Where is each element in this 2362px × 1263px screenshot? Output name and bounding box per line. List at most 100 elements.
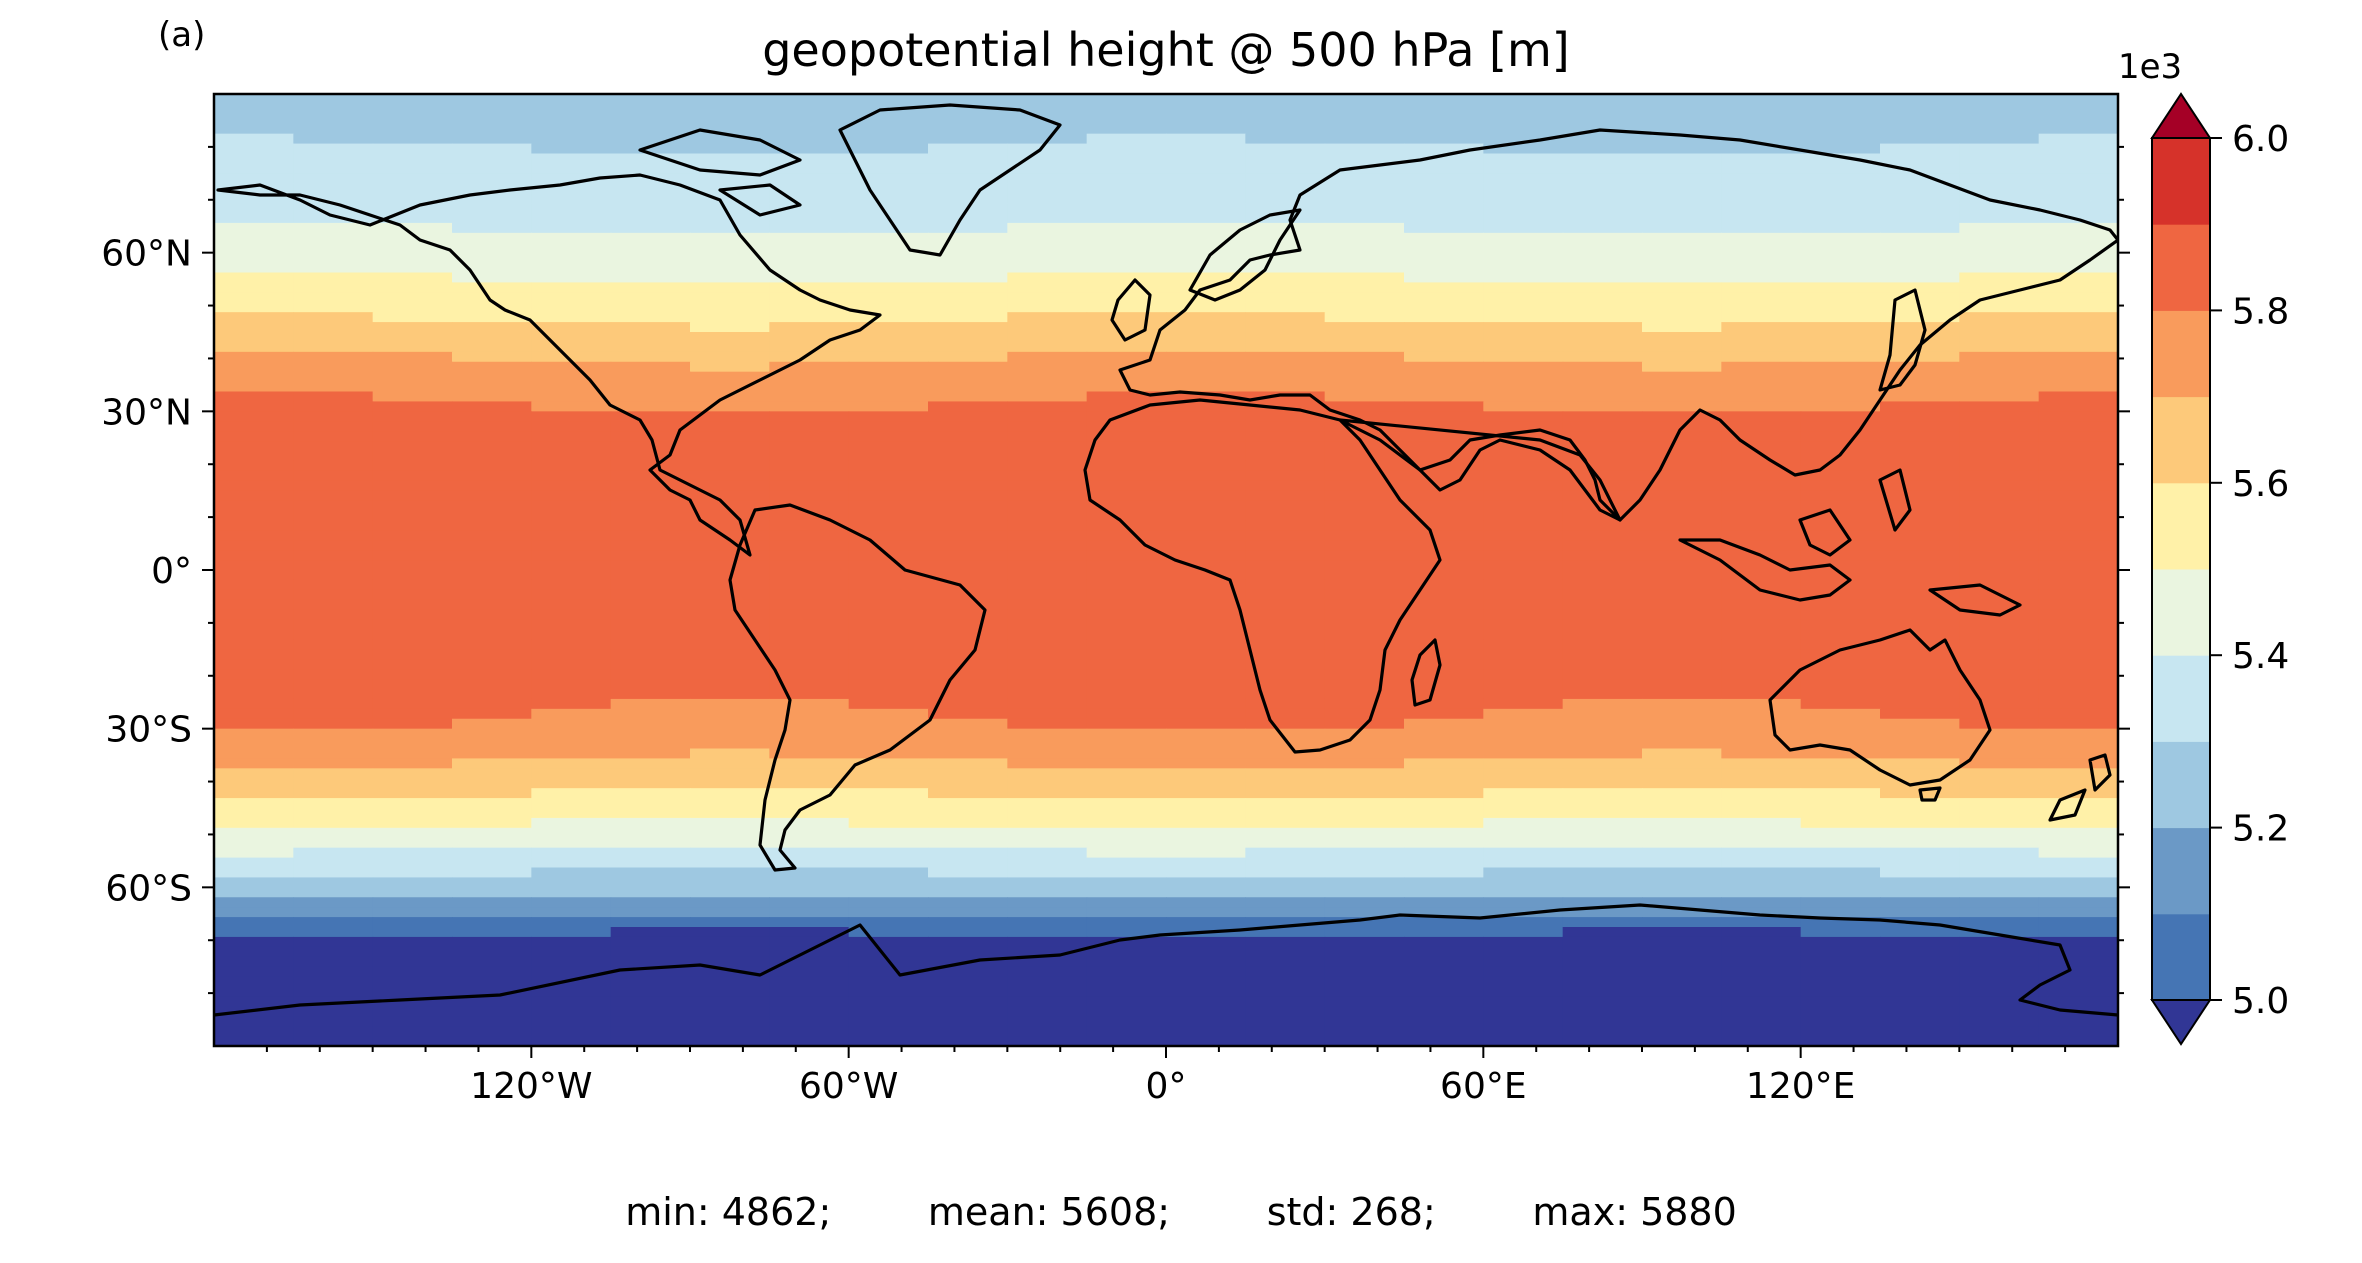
field-cell	[1086, 649, 1167, 660]
field-cell	[1007, 341, 1088, 353]
field-cell	[372, 669, 453, 680]
coastline-japan	[1878, 288, 1927, 392]
field-cell	[531, 94, 612, 105]
field-cell	[690, 589, 770, 601]
field-cell	[1483, 332, 1564, 343]
field-cell	[769, 173, 850, 184]
field-cell	[769, 520, 850, 531]
field-cell	[214, 520, 294, 531]
field-cell	[2038, 907, 2118, 918]
field-cell	[1007, 252, 1088, 264]
field-cell	[372, 956, 453, 968]
field-cell	[1245, 252, 1326, 264]
field-cell	[848, 579, 929, 591]
field-cell	[293, 768, 374, 779]
field-cell	[690, 550, 770, 561]
field-cell	[1800, 262, 1881, 274]
field-cell	[372, 272, 453, 284]
field-cell	[452, 530, 532, 541]
field-cell	[1959, 827, 2040, 839]
field-cell	[1007, 302, 1088, 313]
field-cell	[690, 361, 770, 373]
field-cell	[690, 708, 770, 720]
field-cell	[1007, 361, 1088, 373]
field-cell	[848, 649, 929, 660]
field-cell	[293, 698, 374, 710]
field-cell	[1800, 837, 1881, 849]
field-cell	[1166, 242, 1246, 254]
field-cell	[293, 173, 374, 184]
field-cell	[531, 837, 612, 849]
field-cell	[1800, 986, 1881, 998]
field-cell	[1007, 927, 1088, 938]
field-cell	[769, 341, 850, 353]
field-cell	[690, 748, 770, 760]
field-cell	[1404, 560, 1484, 571]
field-cell	[1007, 381, 1088, 393]
field-cell	[531, 371, 612, 383]
colorbar-swatch	[2152, 396, 2210, 484]
field-cell	[2038, 252, 2118, 264]
field-cell	[1562, 1036, 1643, 1046]
field-cell	[1404, 391, 1484, 403]
field-cell	[1642, 351, 1722, 363]
field-cell	[1721, 837, 1802, 849]
field-cell	[1721, 768, 1802, 779]
field-cell	[928, 282, 1008, 293]
field-cell	[610, 619, 691, 631]
field-cell	[1166, 510, 1246, 522]
field-cell	[214, 718, 294, 730]
field-cell	[1642, 768, 1722, 779]
field-cell	[1324, 272, 1405, 284]
field-cell	[690, 460, 770, 472]
field-cell	[1483, 986, 1564, 998]
field-cell	[1086, 302, 1167, 313]
field-cell	[1880, 589, 1960, 601]
field-cell	[452, 1026, 532, 1037]
field-cell	[1324, 203, 1405, 214]
field-cell	[1404, 738, 1484, 750]
field-cell	[1721, 242, 1802, 254]
field-cell	[531, 946, 612, 958]
field-cell	[1562, 411, 1643, 422]
field-cell	[1959, 143, 2040, 155]
field-cell	[1404, 639, 1484, 650]
field-cell	[610, 401, 691, 412]
field-cell	[1880, 530, 1960, 541]
field-cell	[1721, 441, 1802, 452]
field-cell	[848, 966, 929, 978]
field-cell	[1721, 123, 1802, 135]
field-cell	[214, 222, 294, 234]
field-cell	[214, 986, 294, 998]
field-cell	[1959, 877, 2040, 888]
field-cell	[1483, 669, 1564, 680]
field-cell	[1166, 173, 1246, 184]
field-cell	[1642, 679, 1722, 690]
field-cell	[769, 232, 850, 244]
field-cell	[1562, 173, 1643, 184]
field-cell	[610, 847, 691, 859]
field-cell	[690, 520, 770, 531]
field-cell	[769, 579, 850, 591]
field-cell	[293, 599, 374, 611]
field-cell	[1959, 163, 2040, 174]
field-cell	[214, 1026, 294, 1037]
field-cell	[1800, 143, 1881, 155]
field-cell	[293, 441, 374, 452]
field-cell	[1959, 510, 2040, 522]
field-cell	[1642, 431, 1722, 442]
field-cell	[928, 252, 1008, 264]
field-cell	[372, 441, 453, 452]
field-cell	[610, 956, 691, 968]
field-cell	[452, 827, 532, 839]
field-cell	[293, 252, 374, 264]
field-cell	[690, 976, 770, 988]
field-cell	[690, 143, 770, 155]
field-cell	[2038, 480, 2118, 492]
field-cell	[1404, 242, 1484, 254]
field-cell	[372, 570, 453, 581]
field-cell	[1483, 183, 1564, 194]
field-cell	[293, 788, 374, 799]
field-cell	[1483, 629, 1564, 641]
field-cell	[1483, 242, 1564, 254]
